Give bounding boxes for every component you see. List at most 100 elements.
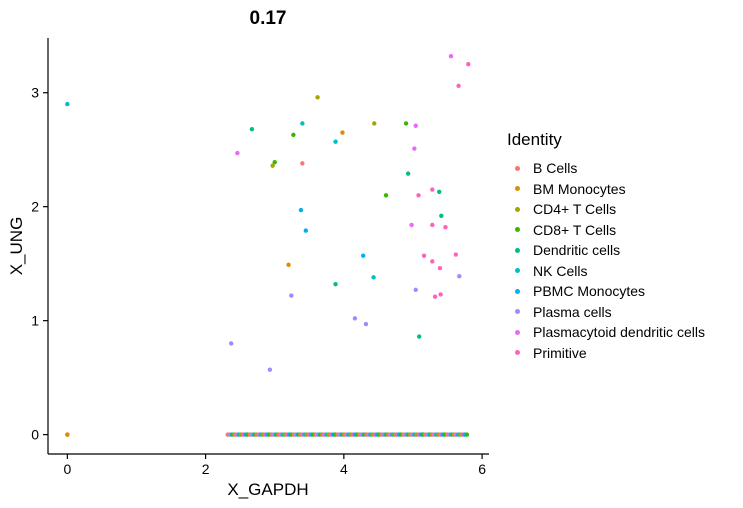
data-point <box>457 274 462 279</box>
legend: Identity B Cells BM Monocytes CD4+ T Cells… <box>507 130 705 363</box>
legend-key <box>507 268 527 274</box>
legend-label: Plasmacytoid dendritic cells <box>533 324 705 341</box>
y-tick-label-2: 2 <box>31 199 39 215</box>
legend-dot <box>514 268 520 274</box>
data-point <box>65 432 70 437</box>
legend-dot <box>514 288 520 294</box>
legend-label: BM Monocytes <box>533 180 626 197</box>
legend-key <box>507 227 527 233</box>
legend-key <box>507 247 527 253</box>
legend-item: Plasma cells <box>507 302 705 323</box>
legend-key <box>507 350 527 356</box>
y-tick-label-1: 1 <box>31 313 39 329</box>
data-point <box>363 321 369 327</box>
data-point <box>267 367 273 372</box>
data-point <box>286 262 291 268</box>
legend-item: CD4+ T Cells <box>507 199 705 220</box>
legend-dot <box>514 329 520 335</box>
legend-key <box>507 186 527 192</box>
data-point <box>249 126 255 132</box>
legend-item: Dendritic cells <box>507 240 705 261</box>
legend-label: CD4+ T Cells <box>533 201 617 218</box>
data-point <box>291 132 296 138</box>
chart-title: 0.17 <box>250 8 287 29</box>
legend-item: BM Monocytes <box>507 179 705 200</box>
x-tick-label-2: 4 <box>340 461 348 477</box>
legend-label: Dendritic cells <box>533 242 621 259</box>
legend-dot <box>514 309 520 315</box>
data-point <box>371 275 376 280</box>
data-point <box>405 171 411 176</box>
data-point <box>453 252 459 257</box>
legend-item: B Cells <box>507 158 705 179</box>
data-point <box>333 139 338 144</box>
data-point <box>430 259 435 264</box>
data-point <box>298 207 304 213</box>
legend-label: Plasma cells <box>533 303 612 320</box>
data-point <box>413 123 418 128</box>
baseline-point <box>464 432 470 437</box>
legend-items: B Cells BM Monocytes CD4+ T Cells CD8+ T Ce… <box>507 158 705 363</box>
data-points <box>65 54 471 437</box>
x-axis-label: X_GAPDH <box>227 480 308 499</box>
data-point <box>439 213 444 218</box>
data-point <box>443 224 448 230</box>
legend-label: PBMC Monocytes <box>533 283 646 300</box>
legend-item: Plasmacytoid dendritic cells <box>507 322 705 343</box>
y-axis-label: X_UNG <box>7 217 26 276</box>
data-point <box>383 193 389 198</box>
legend-label: CD8+ T Cells <box>533 221 617 238</box>
data-point <box>340 130 345 135</box>
data-point <box>416 334 422 339</box>
y-ticks: 0 1 2 3 <box>31 85 48 443</box>
x-tick-label-3: 6 <box>478 461 486 477</box>
data-point <box>333 281 338 287</box>
data-point <box>416 193 421 198</box>
data-point <box>437 189 442 195</box>
data-point <box>412 146 417 151</box>
legend-label: B Cells <box>533 160 578 177</box>
legend-key <box>507 288 527 294</box>
x-tick-label-1: 2 <box>202 461 210 477</box>
legend-label: NK Cells <box>533 262 588 279</box>
data-point <box>289 293 294 298</box>
data-point <box>432 294 438 299</box>
data-point <box>352 316 358 321</box>
data-point <box>437 266 443 271</box>
y-tick-label-0: 0 <box>31 427 39 443</box>
data-point <box>315 95 320 100</box>
data-point <box>403 121 409 126</box>
data-point <box>360 253 366 258</box>
legend-dot <box>514 247 520 253</box>
data-point <box>456 83 461 89</box>
axes <box>47 38 489 455</box>
data-point <box>409 222 414 228</box>
data-point <box>413 287 418 293</box>
legend-label: Primitive <box>533 344 587 361</box>
x-tick-label-0: 0 <box>63 461 71 477</box>
legend-key <box>507 165 527 171</box>
data-point <box>438 292 443 297</box>
data-point <box>228 341 234 346</box>
legend-key <box>507 329 527 335</box>
data-point <box>430 187 435 192</box>
data-point <box>235 150 240 156</box>
data-point <box>303 228 309 233</box>
legend-key <box>507 309 527 315</box>
y-tick-label-3: 3 <box>31 85 39 101</box>
legend-dot <box>514 186 520 192</box>
data-point <box>300 161 305 166</box>
data-point <box>430 222 435 228</box>
data-point <box>421 253 427 258</box>
data-point <box>65 101 70 107</box>
legend-dot <box>514 165 520 171</box>
legend-item: CD8+ T Cells <box>507 220 705 241</box>
data-point <box>372 121 377 126</box>
data-point <box>300 121 305 126</box>
legend-title: Identity <box>507 130 562 149</box>
data-point <box>466 62 471 67</box>
x-ticks: 0 2 4 6 <box>63 454 486 477</box>
data-point <box>272 160 277 165</box>
legend-dot <box>514 350 520 356</box>
